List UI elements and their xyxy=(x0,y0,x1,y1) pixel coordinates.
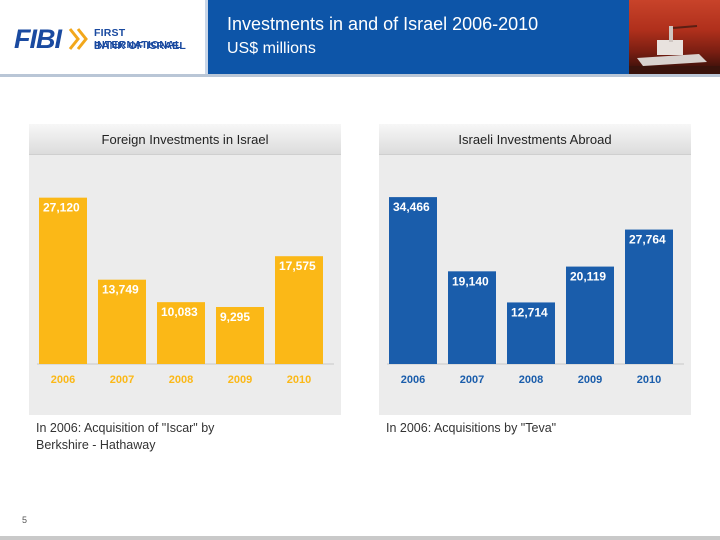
tick-label-2008: 2008 xyxy=(169,374,193,386)
logo-name-line1: FIRST INTERNATIONAL xyxy=(94,27,182,51)
chart-title: Foreign Investments in Israel xyxy=(101,132,269,147)
bar-2007 xyxy=(98,279,146,364)
header-photo-image xyxy=(629,0,720,74)
bar-2008 xyxy=(507,302,555,364)
logo-chevron-icon xyxy=(68,28,88,50)
chart-title-bar xyxy=(29,124,341,155)
tick-label-2006: 2006 xyxy=(51,374,75,386)
tick-label-2007: 2007 xyxy=(460,374,484,386)
boat-illustration xyxy=(629,25,720,74)
logo-name-line2: BANK OF ISRAEL xyxy=(94,40,187,52)
header-divider xyxy=(0,74,720,77)
data-label-2006: 34,466 xyxy=(393,200,430,214)
page-subtitle: US$ millions xyxy=(227,40,316,57)
chart-foreign-investments: Foreign Investments in Israel 27,120 2006… xyxy=(29,124,341,415)
tick-label-2008: 2008 xyxy=(519,374,543,386)
chart-israeli-investments: Israeli Investments Abroad 34,466 2006 19,… xyxy=(379,124,691,415)
data-label-2007: 13,749 xyxy=(102,283,139,297)
tick-label-2009: 2009 xyxy=(578,374,602,386)
chart-title: Israeli Investments Abroad xyxy=(458,132,612,147)
data-label-2009: 9,295 xyxy=(220,310,250,324)
bar-2006 xyxy=(39,197,87,364)
tick-label-2010: 2010 xyxy=(287,374,311,386)
page-title: Investments in and of Israel 2006-2010 xyxy=(227,14,539,34)
logo-area: FIBI FIRST INTERNATIONAL BANK OF ISRAEL xyxy=(0,0,205,74)
tick-label-2007: 2007 xyxy=(110,374,134,386)
footer-divider xyxy=(0,536,720,540)
caption-left: In 2006: Acquisition of "Iscar" by Berks… xyxy=(36,421,215,452)
data-label-2010: 17,575 xyxy=(279,259,316,273)
bar-2009 xyxy=(566,266,614,364)
bar-2010 xyxy=(275,256,323,364)
bar-2006 xyxy=(389,197,437,364)
tick-label-2009: 2009 xyxy=(228,374,252,386)
caption-right: In 2006: Acquisitions by "Teva" xyxy=(386,421,557,435)
chart-title-bar xyxy=(379,124,691,155)
bar-2008 xyxy=(157,302,205,364)
tick-label-2006: 2006 xyxy=(401,374,425,386)
chart-plot: 27,120 2006 13,749 2007 10,083 2008 9,295 2009 1… xyxy=(37,197,334,386)
data-label-2009: 20,119 xyxy=(570,270,606,284)
data-label-2010: 27,764 xyxy=(629,233,666,247)
bar-2009 xyxy=(216,306,264,364)
data-label-2008: 12,714 xyxy=(511,305,548,319)
chart-plot: 34,466 2006 19,140 2007 12,714 2008 20,119 2009… xyxy=(387,197,684,386)
bar-2007 xyxy=(448,271,496,364)
data-label-2007: 19,140 xyxy=(452,274,489,288)
data-label-2006: 27,120 xyxy=(43,201,80,215)
tick-label-2010: 2010 xyxy=(637,374,661,386)
data-label-2008: 10,083 xyxy=(161,305,198,319)
logo-wordmark: FIBI xyxy=(14,24,62,54)
page-number: 5 xyxy=(22,515,28,525)
bar-2010 xyxy=(625,229,673,364)
